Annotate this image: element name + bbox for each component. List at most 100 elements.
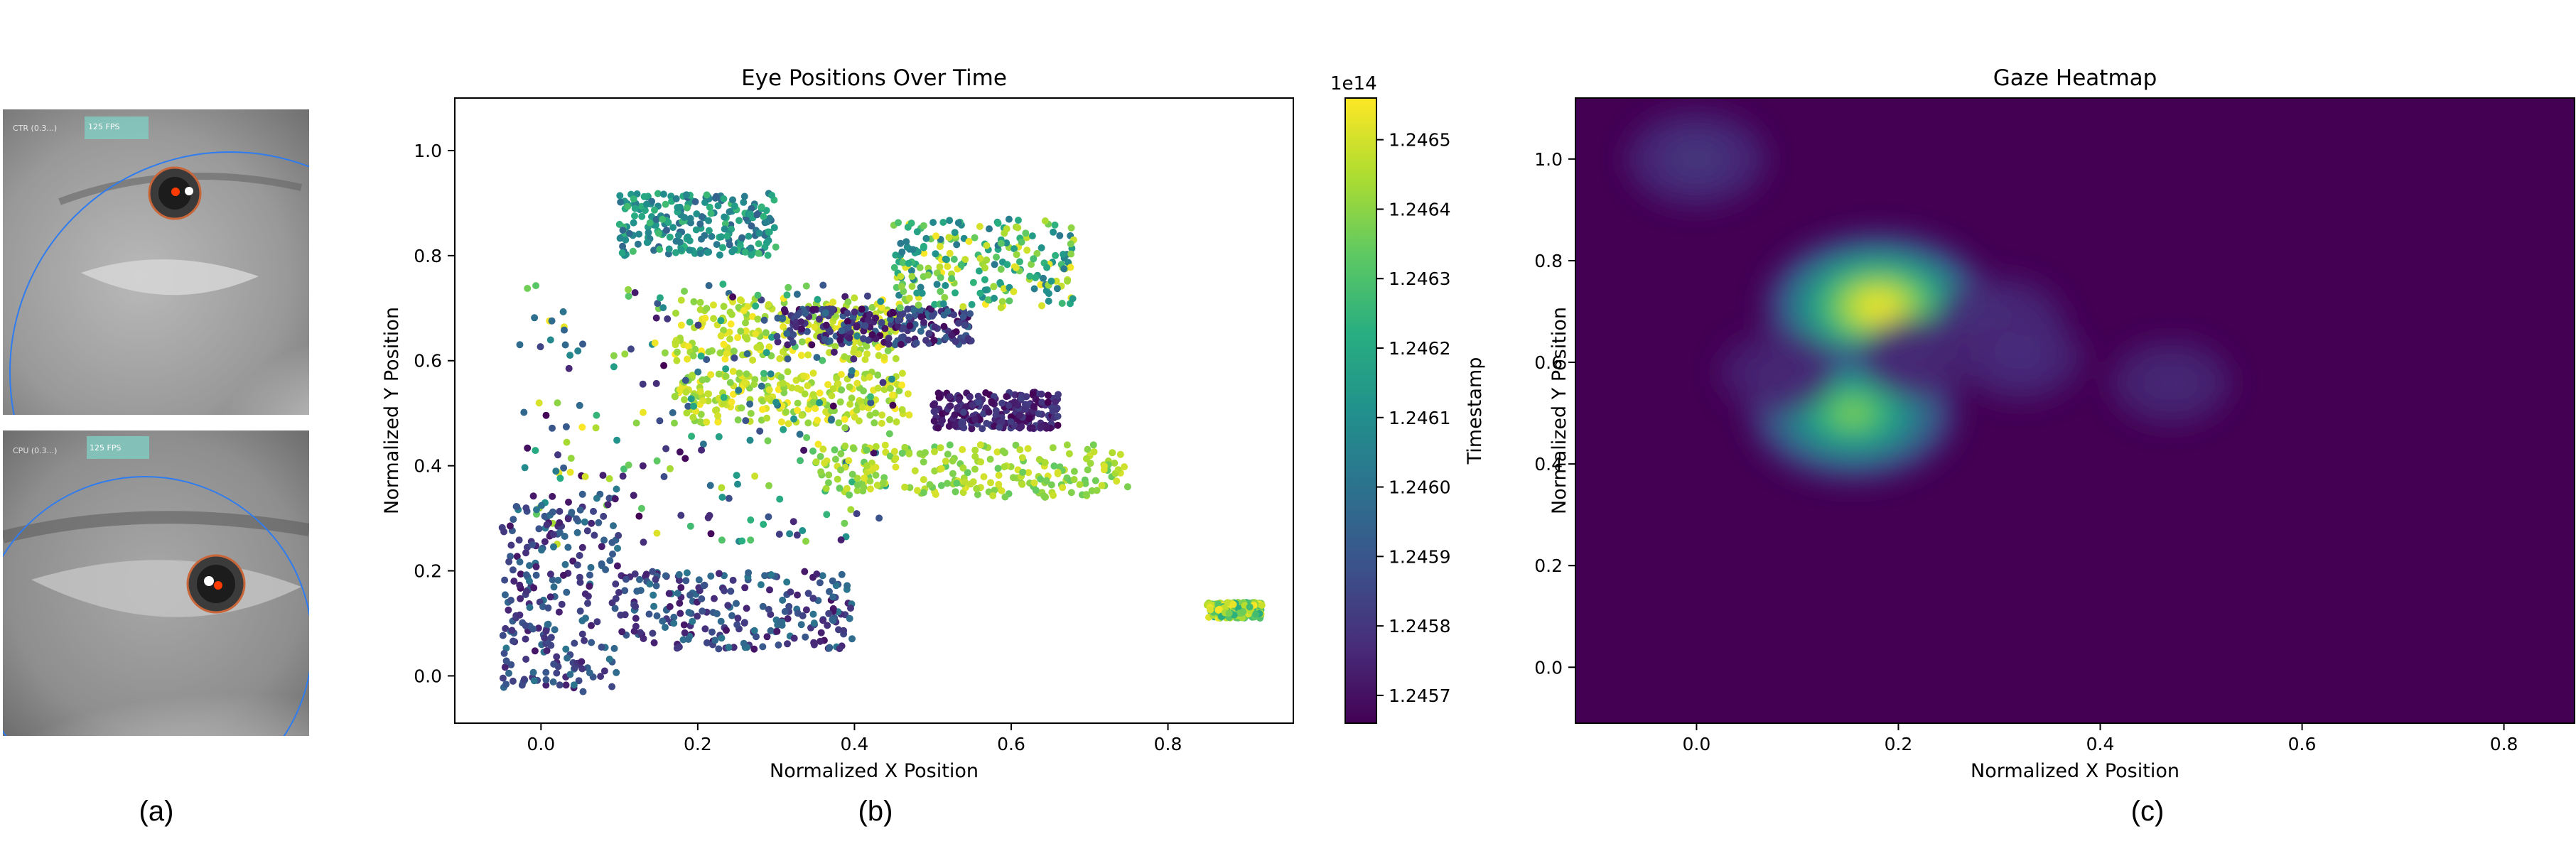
scatter-point bbox=[959, 313, 967, 320]
scatter-point bbox=[720, 394, 728, 401]
scatter-point bbox=[581, 518, 588, 526]
scatter-point bbox=[581, 590, 589, 598]
scatter-point bbox=[718, 494, 726, 501]
scatter-point bbox=[627, 345, 635, 353]
scatter-point bbox=[1030, 285, 1038, 293]
scatter-point bbox=[565, 498, 572, 506]
scatter-point bbox=[611, 495, 619, 503]
scatter-point bbox=[1035, 455, 1043, 463]
scatter-point bbox=[890, 309, 898, 317]
scatter-point bbox=[968, 300, 976, 308]
scatter-point bbox=[612, 595, 620, 602]
scatter-point bbox=[727, 320, 735, 328]
scatter-point bbox=[1030, 255, 1038, 263]
scatter-point bbox=[971, 465, 979, 473]
scatter-point bbox=[863, 446, 871, 454]
scatter-point bbox=[933, 281, 941, 288]
scatter-point bbox=[602, 566, 610, 573]
scatter-point bbox=[997, 266, 1005, 273]
scatter-point bbox=[892, 251, 900, 259]
scatter-point bbox=[630, 492, 637, 499]
scatter-point bbox=[529, 492, 537, 500]
scatter-point bbox=[611, 605, 619, 612]
scatter-point bbox=[922, 337, 929, 345]
scatter-point bbox=[738, 234, 746, 242]
scatter-point bbox=[1032, 273, 1039, 281]
scatter-point bbox=[850, 355, 858, 363]
scatter-point bbox=[838, 386, 846, 394]
scatter-point bbox=[743, 350, 751, 358]
scatter-point bbox=[538, 502, 545, 509]
scatter-point bbox=[1044, 399, 1052, 406]
scatter-point bbox=[659, 215, 667, 223]
scatter-point bbox=[868, 303, 876, 311]
scatter-point bbox=[913, 289, 921, 297]
scatter-point bbox=[768, 192, 776, 199]
scatter-point bbox=[705, 217, 713, 224]
scatter-point bbox=[974, 491, 981, 499]
scatter-point bbox=[740, 639, 748, 647]
scatter-point bbox=[652, 575, 659, 583]
scatter-point bbox=[652, 379, 660, 387]
scatter-point bbox=[931, 323, 939, 331]
scatter-point bbox=[831, 446, 839, 454]
scatter-point bbox=[726, 379, 734, 386]
scatter-point bbox=[529, 625, 537, 633]
scatter-point bbox=[794, 399, 802, 407]
scatter-point bbox=[650, 639, 658, 646]
scatter-point bbox=[858, 305, 866, 313]
scatter-point bbox=[1015, 217, 1022, 224]
scatter-point bbox=[1003, 239, 1011, 246]
scatter-point bbox=[1011, 245, 1018, 253]
scatter-point bbox=[733, 472, 740, 480]
scatter-y-tick-label: 0.0 bbox=[414, 666, 442, 686]
scatter-point bbox=[638, 212, 646, 220]
scatter-point bbox=[817, 637, 824, 645]
scatter-point bbox=[625, 286, 632, 293]
scatter-point bbox=[740, 619, 748, 627]
scatter-y-tick-label: 0.2 bbox=[414, 561, 442, 582]
scatter-point bbox=[635, 512, 643, 520]
scatter-point bbox=[1019, 468, 1027, 476]
scatter-point bbox=[703, 305, 711, 313]
scatter-point bbox=[625, 229, 633, 237]
scatter-point bbox=[917, 327, 925, 335]
scatter-point bbox=[1225, 610, 1233, 617]
scatter-point bbox=[730, 644, 738, 651]
scatter-point bbox=[971, 446, 979, 454]
colorbar-tick-label: 1.2461 bbox=[1389, 408, 1450, 428]
scatter-point bbox=[542, 411, 550, 419]
scatter-point bbox=[896, 304, 904, 312]
scatter-point bbox=[937, 288, 944, 296]
scatter-point bbox=[649, 629, 657, 637]
scatter-point bbox=[959, 464, 967, 472]
scatter-point bbox=[686, 522, 694, 530]
caption-c: (c) bbox=[2130, 796, 2165, 827]
scatter-point bbox=[584, 600, 591, 607]
scatter-point bbox=[957, 261, 965, 269]
scatter-point bbox=[661, 349, 669, 357]
scatter-point bbox=[980, 410, 988, 418]
scatter-point bbox=[775, 531, 783, 538]
scatter-point bbox=[824, 479, 832, 487]
scatter-point bbox=[843, 484, 851, 492]
scatter-point bbox=[753, 344, 761, 352]
scatter-point bbox=[819, 572, 826, 580]
scatter-point bbox=[785, 283, 792, 291]
colorbar-tick-label: 1.2458 bbox=[1389, 616, 1450, 636]
scatter-point bbox=[714, 412, 722, 420]
scatter-point bbox=[735, 386, 743, 394]
scatter-point bbox=[802, 282, 810, 290]
scatter-point bbox=[643, 239, 651, 246]
scatter-point bbox=[553, 669, 561, 677]
scatter-point bbox=[698, 347, 705, 355]
scatter-point bbox=[853, 487, 861, 494]
scatter-point bbox=[863, 292, 871, 300]
scatter-point bbox=[560, 464, 568, 472]
scatter-point bbox=[984, 296, 992, 304]
heatmap-contour bbox=[2141, 362, 2201, 403]
scatter-point bbox=[846, 383, 853, 391]
scatter-point bbox=[1067, 224, 1075, 232]
scatter-point bbox=[532, 447, 539, 455]
scatter-point bbox=[691, 198, 699, 205]
